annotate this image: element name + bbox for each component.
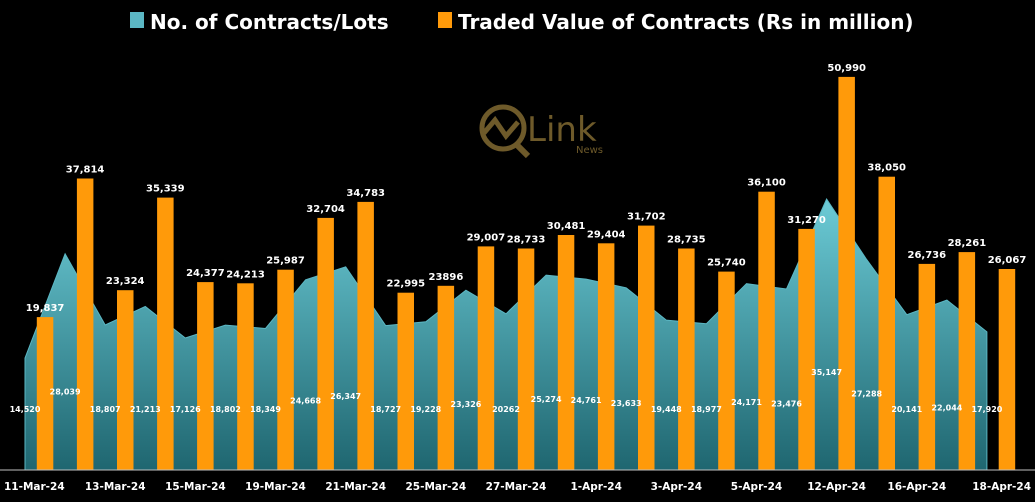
contracts-value-label: 23,633 — [611, 399, 642, 408]
traded-value-bar — [117, 290, 134, 470]
x-tick-label: 27-Mar-24 — [486, 481, 547, 493]
traded-value-bar — [638, 225, 655, 470]
traded-value-label: 28,735 — [667, 235, 706, 246]
traded-value-bar — [36, 317, 54, 470]
x-tick-label: 18-Apr-24 — [972, 481, 1031, 493]
contracts-value-label: 18,802 — [210, 405, 241, 414]
traded-value-label: 25,987 — [266, 256, 305, 267]
traded-value-label: 28,261 — [948, 238, 987, 249]
traded-value-label: 31,702 — [627, 212, 666, 223]
contracts-value-label: 24,171 — [731, 398, 762, 407]
legend-swatch-traded-value — [438, 12, 452, 28]
traded-value-bar — [277, 269, 294, 470]
traded-value-label: 30,481 — [547, 221, 586, 232]
plot-area: 19,837 37,814 23,324 35,339 24,377 24,21325,9… — [0, 63, 1035, 493]
traded-value-bar — [76, 178, 94, 470]
traded-value-label: 35,339 — [146, 184, 185, 195]
contracts-value-label: 25,274 — [531, 395, 562, 404]
traded-value-label: 25,740 — [707, 258, 746, 269]
traded-value-label: 29,404 — [587, 229, 626, 240]
traded-value-bar — [397, 292, 414, 470]
contracts-value-label: 17,920 — [971, 405, 1002, 414]
logo-sub: News — [576, 145, 603, 156]
traded-value-bar — [758, 191, 775, 470]
contracts-value-label: 28,039 — [50, 387, 81, 396]
contracts-value-label: 23,476 — [771, 400, 802, 409]
traded-value-bar — [678, 248, 695, 470]
traded-value-bar — [597, 243, 615, 470]
traded-value-bar — [557, 235, 575, 470]
x-tick-label: 1-Apr-24 — [570, 481, 621, 493]
contracts-value-label: 17,126 — [170, 405, 201, 414]
watermark-logo: Link News — [479, 104, 603, 159]
contracts-value-label: 24,761 — [571, 396, 602, 405]
x-tick-label: 11-Mar-24 — [4, 481, 65, 493]
contracts-value-label: 24,668 — [290, 396, 321, 405]
traded-value-bar — [317, 217, 334, 470]
contracts-value-label: 19,228 — [410, 405, 441, 414]
legend-label-contracts: No. of Contracts/Lots — [150, 10, 389, 34]
traded-value-label: 38,050 — [867, 163, 906, 174]
traded-value-label: 23896 — [429, 272, 464, 283]
traded-value-bar — [798, 228, 815, 470]
contracts-value-label: 21,213 — [130, 405, 161, 414]
traded-value-label: 37,814 — [66, 165, 105, 176]
contracts-value-label: 35,147 — [811, 368, 842, 377]
traded-value-bar — [157, 197, 174, 470]
traded-value-label: 24,213 — [226, 269, 265, 280]
contracts-value-label: 14,520 — [10, 405, 41, 414]
x-tick-label: 3-Apr-24 — [651, 481, 702, 493]
contracts-value-label: 20,141 — [891, 405, 922, 414]
contracts-value-label: 18,807 — [90, 405, 121, 414]
traded-value-label: 29,007 — [467, 232, 506, 243]
x-tick-label: 21-Mar-24 — [325, 481, 386, 493]
chart-magnifier-logo-icon — [479, 104, 531, 159]
x-tick-label: 13-Mar-24 — [85, 481, 146, 493]
contracts-value-label: 18,727 — [370, 405, 401, 414]
contracts-value-label: 20262 — [492, 405, 520, 414]
traded-value-label: 50,990 — [827, 63, 866, 74]
contracts-value-label: 26,347 — [330, 392, 361, 401]
legend-swatch-contracts — [130, 12, 144, 28]
contracts-value-label: 18,349 — [250, 405, 281, 414]
traded-value-bar — [718, 271, 735, 470]
legend-label-traded-value: Traded Value of Contracts (Rs in million… — [458, 10, 914, 34]
contracts-value-label: 27,288 — [851, 389, 882, 398]
traded-value-label: 23,324 — [106, 276, 145, 287]
x-tick-label: 16-Apr-24 — [887, 481, 946, 493]
traded-value-bar — [958, 252, 976, 470]
traded-value-label: 34,783 — [346, 188, 385, 199]
x-tick-label: 12-Apr-24 — [807, 481, 866, 493]
x-tick-label: 5-Apr-24 — [731, 481, 782, 493]
traded-value-bar — [998, 269, 1016, 470]
traded-value-bar — [237, 283, 254, 470]
contracts-value-label: 22,044 — [931, 404, 962, 413]
x-tick-label: 19-Mar-24 — [245, 481, 306, 493]
logo-brand: Link — [527, 110, 597, 150]
x-tick-label: 25-Mar-24 — [405, 481, 466, 493]
traded-value-label: 19,837 — [26, 303, 65, 314]
traded-value-label: 36,100 — [747, 178, 786, 189]
traded-value-bar — [357, 201, 374, 470]
traded-value-label: 26,736 — [908, 250, 947, 261]
traded-value-label: 26,067 — [988, 255, 1027, 266]
traded-value-bar — [197, 282, 214, 470]
traded-value-label: 24,377 — [186, 268, 225, 279]
traded-value-label: 22,995 — [387, 279, 426, 290]
x-tick-label: 15-Mar-24 — [165, 481, 226, 493]
contracts-value-label: 23,326 — [450, 400, 481, 409]
traded-value-label: 32,704 — [306, 204, 345, 215]
traded-value-bar — [918, 263, 936, 470]
traded-value-bar — [878, 176, 895, 470]
traded-value-label: 31,270 — [787, 215, 826, 226]
traded-value-bar — [838, 76, 855, 471]
traded-value-bar — [437, 285, 455, 470]
contracts-value-label: 18,977 — [691, 405, 722, 414]
traded-value-bar — [517, 248, 535, 470]
traded-value-bar — [477, 246, 495, 470]
contracts-value-label: 19,448 — [651, 405, 682, 414]
legend: No. of Contracts/Lots Traded Value of Co… — [130, 10, 914, 34]
traded-value-label: 28,733 — [507, 235, 546, 246]
